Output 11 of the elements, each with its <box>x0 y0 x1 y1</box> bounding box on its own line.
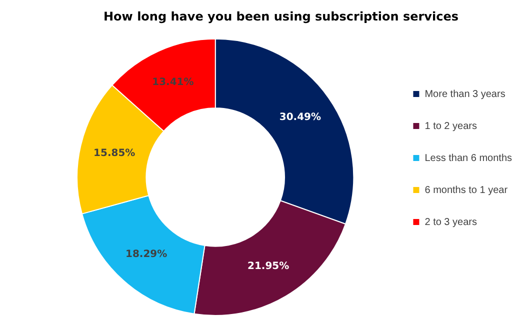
chart-title: How long have you been using subscription services <box>104 9 458 24</box>
legend-label: More than 3 years <box>424 88 506 100</box>
legend-label: Less than 6 months <box>424 152 512 164</box>
data-label: 18.29% <box>125 249 168 260</box>
legend-label: 1 to 2 years <box>424 120 477 132</box>
data-label: 30.49% <box>279 112 322 124</box>
legend-label: 2 to 3 years <box>424 216 477 228</box>
data-label: 21.95% <box>248 260 290 272</box>
data-label: 13.41% <box>152 77 194 88</box>
data-label: 15.85% <box>94 148 136 160</box>
legend-label: 6 months to 1 year <box>424 184 508 196</box>
